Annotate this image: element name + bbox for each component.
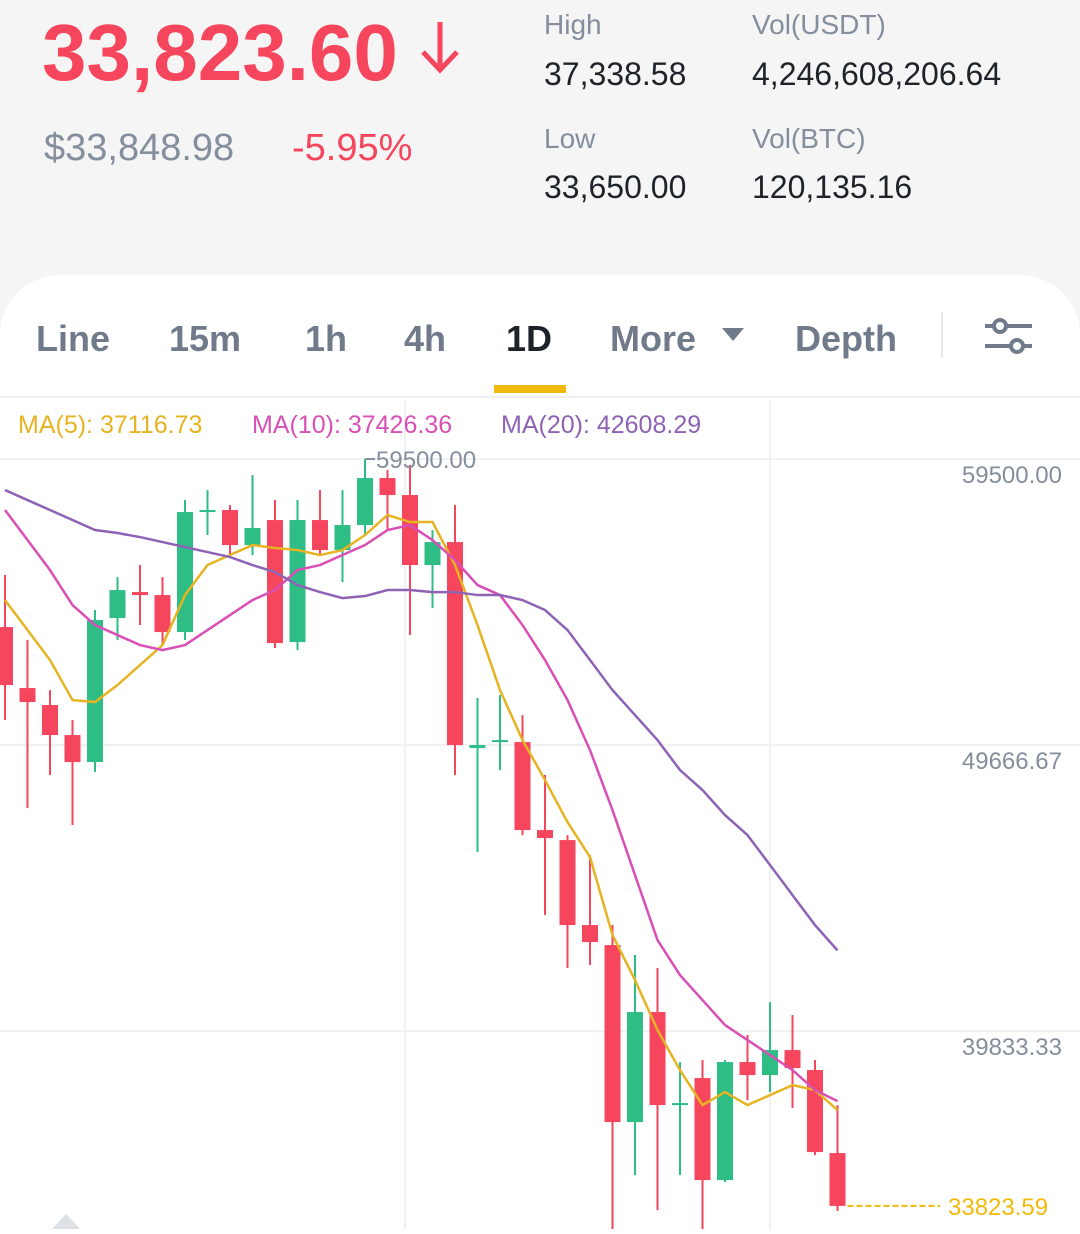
price: 33,823.60 <box>42 8 398 97</box>
candle-body <box>829 1153 846 1206</box>
plot <box>0 459 846 1229</box>
y-tick-label: 39833.33 <box>962 1034 1062 1061</box>
stat-value: 4,246,608,206.64 <box>752 56 1001 92</box>
candle-body <box>402 495 418 566</box>
stat-value: 33,650.00 <box>544 169 686 205</box>
candle-body <box>559 840 576 926</box>
candle-body <box>627 1012 643 1123</box>
candle-body <box>469 745 486 749</box>
candle-body <box>312 520 328 551</box>
candle-body <box>537 830 553 839</box>
candle-body <box>244 528 261 546</box>
candle-body <box>424 542 441 566</box>
candle-body <box>694 1078 711 1181</box>
candle-body <box>604 945 621 1123</box>
stat-label: Vol(USDT) <box>752 9 886 40</box>
y-tick-label: 49666.67 <box>962 748 1062 775</box>
candle-body <box>649 1012 666 1106</box>
settings-icon[interactable] <box>985 318 1032 354</box>
candle-body <box>267 520 283 644</box>
candle-body <box>672 1103 688 1106</box>
candle-body <box>739 1062 756 1076</box>
stat-value: 120,135.16 <box>752 169 912 205</box>
card <box>0 275 1080 1234</box>
price-usd: $33,848.98 <box>44 127 234 169</box>
candle-body <box>199 510 216 513</box>
stat-value: 37,338.58 <box>544 56 686 92</box>
candle-body <box>379 478 396 496</box>
tab[interactable]: More <box>610 318 696 359</box>
tab[interactable]: 4h <box>404 318 446 359</box>
candle-body <box>492 740 508 743</box>
candle-body <box>807 1070 823 1153</box>
down-arrow <box>421 22 459 74</box>
stat-label: Vol(BTC) <box>752 123 866 154</box>
tab-bar: Line 15m 1h 4h 1D More Depth <box>36 318 897 359</box>
candle-body <box>109 590 126 619</box>
stat-label: High <box>544 9 602 40</box>
candle-body <box>64 735 81 763</box>
last-price-label: 33823.59 <box>948 1194 1048 1221</box>
candle-body <box>222 510 238 546</box>
candle-body <box>582 925 598 943</box>
candle-body <box>154 595 171 633</box>
tab[interactable]: 1h <box>305 318 347 359</box>
candle-body <box>514 742 531 831</box>
candle-body <box>42 705 58 736</box>
candle-body <box>447 542 463 746</box>
candle-body <box>717 1062 733 1181</box>
candle-body <box>87 620 103 763</box>
candle-body <box>177 512 193 633</box>
active-tab-indicator <box>494 385 566 393</box>
ma-line <box>4 513 839 1112</box>
candle-body <box>0 627 13 686</box>
dropdown-caret <box>722 328 744 341</box>
candle-body <box>357 478 373 526</box>
icon-knob <box>1009 338 1025 354</box>
legend-entry: MA(5): 37116.73 <box>18 411 202 439</box>
legend-entry: MA(20): 42608.29 <box>501 411 701 439</box>
y-tick-label: 59500.00 <box>962 462 1062 489</box>
max-label: 59500.00 <box>376 447 476 474</box>
ma-line <box>3 509 839 1103</box>
icon-knob <box>992 318 1008 334</box>
tab[interactable]: Line <box>36 318 110 359</box>
tab[interactable]: Depth <box>795 318 897 359</box>
ma-line <box>4 488 839 952</box>
legend-entry: MA(10): 37426.36 <box>252 411 452 439</box>
stat-label: Low <box>544 123 596 154</box>
candle-body <box>334 525 351 551</box>
tab[interactable]: 15m <box>169 318 241 359</box>
scroll-handle <box>52 1214 80 1229</box>
candle-body <box>784 1050 801 1069</box>
candle-body <box>132 592 148 596</box>
change: -5.95% <box>292 127 412 169</box>
tab[interactable]: 1D <box>506 318 552 359</box>
candle-body <box>19 688 36 703</box>
